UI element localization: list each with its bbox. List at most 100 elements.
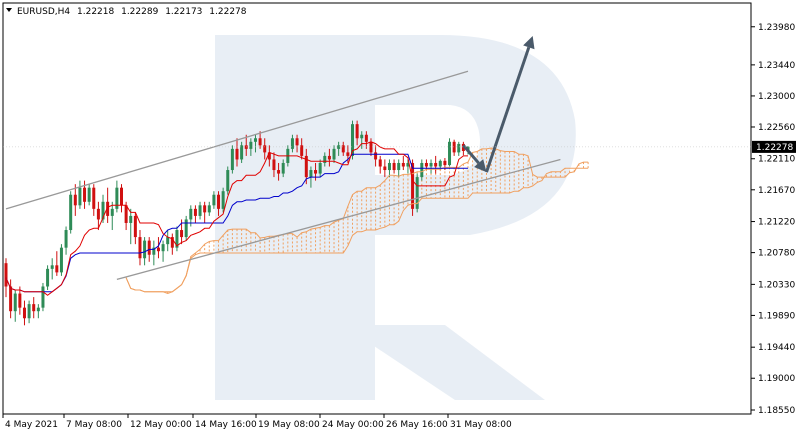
candle-body: [272, 159, 276, 171]
candle-body: [364, 134, 368, 142]
plot-frame: [2, 2, 752, 415]
svg-text:EURUSD,H4 1.22218: EURUSD,H4 1.22218 1.22289 1.22173 1.2227…: [17, 7, 247, 17]
current-price-label: 1.22278: [756, 143, 793, 153]
candle-body: [189, 208, 193, 220]
candle-body: [198, 205, 202, 216]
candle-body: [13, 293, 17, 312]
candles: [4, 120, 470, 326]
candle-body: [212, 194, 216, 206]
candle-body: [374, 152, 378, 160]
candle-body: [346, 152, 350, 156]
chart-header: EURUSD,H4 1.22218 1.22289 1.22173 1.2227…: [6, 7, 247, 17]
candle-body: [175, 230, 179, 248]
candle-body: [161, 244, 165, 252]
y-tick-label: 1.23980: [758, 23, 795, 33]
candle-body: [4, 263, 8, 287]
candle-body: [87, 187, 91, 202]
watermark-logo: [215, 35, 576, 400]
candle-body: [110, 208, 114, 216]
candle-body: [387, 162, 391, 171]
candle-body: [290, 138, 294, 149]
y-tick-label: 1.23440: [758, 61, 795, 71]
y-tick-label: 1.23000: [758, 92, 795, 102]
candle-body: [166, 237, 170, 245]
ichimoku-cloud: [167, 147, 589, 294]
candle-body: [73, 194, 77, 206]
candle-body: [434, 162, 438, 167]
arrow-down-head: [474, 159, 487, 173]
candle-body: [9, 286, 13, 312]
current-price-badge: [752, 140, 796, 153]
candle-body: [78, 187, 82, 206]
candle-body: [226, 170, 230, 192]
candle-body: [267, 152, 271, 160]
candle-body: [369, 141, 373, 153]
candle-body: [32, 304, 36, 312]
x-tick-label: 24 May 00:00: [322, 420, 384, 430]
candle-body: [203, 205, 207, 213]
candle-body: [41, 286, 45, 308]
y-tick-label: 1.21670: [758, 186, 795, 196]
channel-lower-line: [116, 158, 561, 281]
channel-upper-line: [5, 70, 469, 210]
candle-body: [129, 215, 133, 223]
candle-body: [332, 148, 336, 160]
candle-body: [351, 124, 354, 156]
candle-body: [258, 138, 262, 146]
triangle-down-icon[interactable]: [6, 8, 12, 12]
candle-body: [193, 208, 197, 216]
symbol-label: EURUSD,H4: [17, 7, 70, 17]
candle-body: [36, 307, 40, 312]
candle-body: [184, 219, 188, 238]
annotations: [5, 35, 561, 281]
candle-body: [46, 268, 50, 287]
candle-body: [120, 187, 123, 206]
high-value: 1.22289: [121, 7, 158, 17]
y-tick-label: 1.22110: [758, 155, 795, 165]
candle-body: [230, 148, 234, 171]
candle-body: [207, 205, 211, 213]
x-tick-label: 4 May 2021: [5, 420, 58, 430]
candle-body: [138, 237, 142, 259]
candle-body: [443, 160, 447, 166]
candle-body: [304, 155, 308, 178]
x-tick-label: 26 May 16:00: [386, 420, 448, 430]
y-tick-label: 1.20330: [758, 280, 795, 290]
candle-body: [22, 307, 26, 319]
candle-body: [309, 170, 313, 178]
candle-body: [50, 265, 54, 269]
candle-body: [253, 138, 257, 142]
tenkan-sen-line: [5, 141, 468, 296]
candle-body: [115, 187, 119, 209]
y-tick-label: 1.18550: [758, 406, 795, 416]
candle-body: [27, 304, 31, 319]
candle-body: [448, 141, 452, 166]
candle-body: [378, 159, 382, 167]
candle-body: [69, 194, 73, 231]
indicator-lines: [5, 141, 589, 296]
candle-body: [263, 145, 267, 153]
candle-body: [327, 155, 331, 160]
candle-body: [429, 162, 433, 167]
candle-body: [249, 141, 253, 149]
candle-body: [360, 134, 364, 139]
candle-body: [217, 194, 221, 209]
candle-body: [64, 230, 68, 248]
candle-body: [452, 141, 456, 153]
candle-body: [341, 145, 345, 153]
senkou-span-a-line: [125, 147, 589, 295]
x-tick-label: 7 May 08:00: [66, 420, 122, 430]
low-value: 1.22173: [165, 7, 202, 17]
candle-body: [18, 293, 22, 308]
candle-body: [300, 145, 304, 156]
candle-body: [420, 162, 424, 178]
candle-body: [143, 240, 147, 259]
candle-body: [133, 215, 137, 238]
candle-body: [96, 208, 100, 220]
candle-body: [124, 205, 128, 223]
y-tick-label: 1.19890: [758, 311, 795, 321]
candle-body: [323, 155, 327, 163]
y-tick-label: 1.19440: [758, 343, 795, 353]
